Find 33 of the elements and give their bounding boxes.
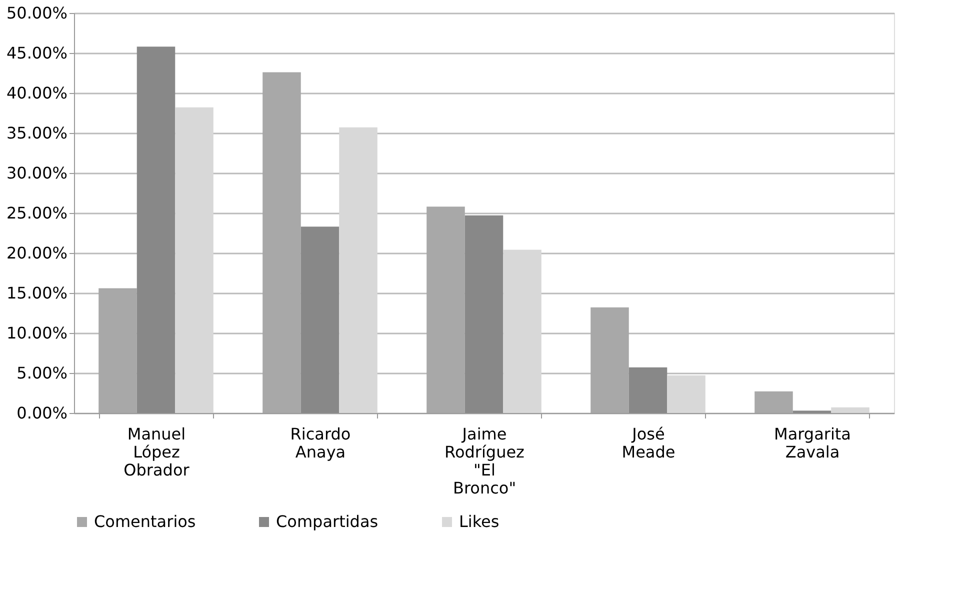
legend-label: Likes	[459, 512, 500, 531]
legend-label: Compartidas	[276, 512, 378, 531]
bar	[667, 375, 706, 413]
y-tick-label: 10.00%	[6, 324, 68, 342]
bar	[136, 46, 176, 413]
bar	[98, 288, 137, 413]
x-tick-label: Jaime Rodríguez "El Bronco"	[444, 424, 524, 498]
y-tick-label: 25.00%	[6, 204, 68, 222]
y-tick-label: 0.00%	[16, 404, 68, 422]
legend-label: Comentarios	[94, 512, 196, 531]
bar	[503, 250, 542, 413]
y-tick-label: 40.00%	[6, 84, 68, 102]
y-tick-label: 20.00%	[6, 244, 68, 262]
x-tick-label: Manuel López Obrador	[124, 424, 190, 480]
bar	[831, 407, 870, 413]
x-tick-label: José Meade	[622, 424, 676, 462]
x-tick-label: Margarita Zavala	[774, 424, 851, 462]
bar	[175, 107, 214, 413]
bar	[628, 367, 668, 413]
y-tick-label: 5.00%	[16, 364, 68, 382]
y-tick-label: 15.00%	[6, 284, 68, 302]
bar	[300, 226, 340, 413]
bar	[262, 72, 301, 413]
bar	[590, 307, 629, 413]
y-tick-label: 35.00%	[6, 124, 68, 142]
bar	[339, 127, 378, 413]
bar	[754, 391, 793, 413]
y-tick-label: 30.00%	[6, 164, 68, 182]
x-tick-label: Ricardo Anaya	[290, 424, 351, 462]
y-tick-label: 50.00%	[6, 4, 68, 22]
bar	[464, 215, 504, 413]
bar	[426, 206, 465, 413]
y-tick-label: 45.00%	[6, 44, 68, 62]
